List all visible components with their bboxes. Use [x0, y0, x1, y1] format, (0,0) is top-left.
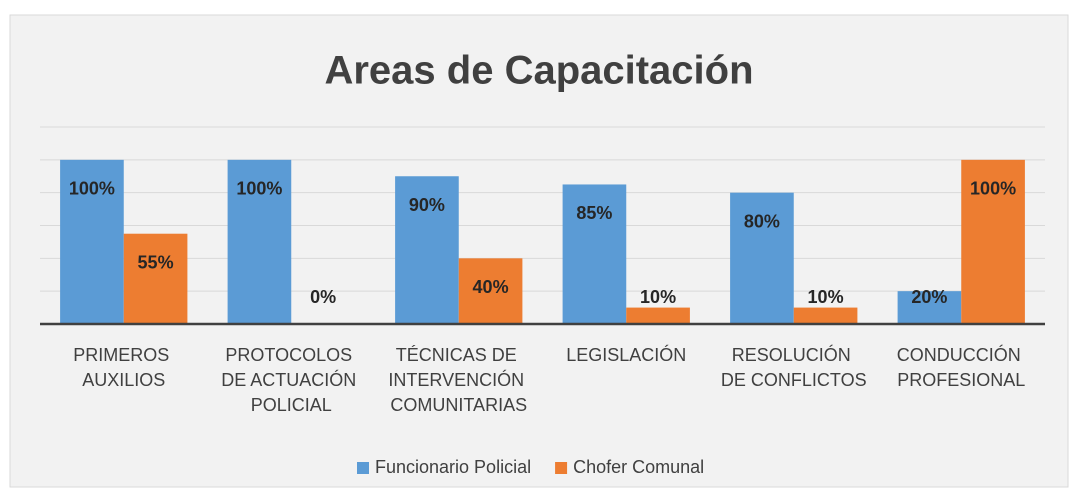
legend-swatch [555, 462, 568, 474]
data-label: 100% [69, 179, 115, 199]
x-tick-label: CONDUCCIÓN PROFESIONAL [897, 344, 1026, 390]
x-tick-label: LEGISLACIÓN [566, 344, 686, 365]
x-tick-label: TÉCNICAS DE INTERVENCIÓN COMUNITARIAS [388, 345, 529, 415]
bar [626, 307, 690, 324]
legend-label: Funcionario Policial [375, 457, 531, 477]
bar [227, 159, 292, 324]
data-label: 90% [409, 195, 445, 215]
bar [897, 291, 962, 324]
bar [730, 192, 794, 324]
bar [562, 184, 627, 324]
data-label: 10% [808, 287, 844, 307]
bar [961, 159, 1025, 324]
data-label: 10% [640, 287, 676, 307]
bar [123, 233, 188, 324]
data-label: 55% [138, 252, 174, 272]
bar [395, 176, 459, 324]
data-label: 20% [911, 287, 947, 307]
data-label: 85% [576, 203, 612, 223]
data-label: 100% [236, 179, 282, 199]
data-label: 100% [970, 179, 1016, 199]
legend-swatch [357, 462, 369, 474]
bar [60, 159, 124, 324]
bar [793, 307, 858, 324]
data-label: 80% [744, 211, 780, 231]
x-tick-label: PROTOCOLOS DE ACTUACIÓN POLICIAL [221, 345, 361, 415]
data-label: 40% [473, 277, 509, 297]
x-tick-label: PRIMEROS AUXILIOS [73, 345, 174, 390]
bar [458, 258, 523, 324]
legend-label: Chofer Comunal [573, 457, 704, 477]
x-tick-label: RESOLUCIÓN DE CONFLICTOS [721, 344, 867, 390]
data-label: 0% [310, 287, 336, 307]
chart-title: Areas de Capacitación [324, 49, 753, 93]
